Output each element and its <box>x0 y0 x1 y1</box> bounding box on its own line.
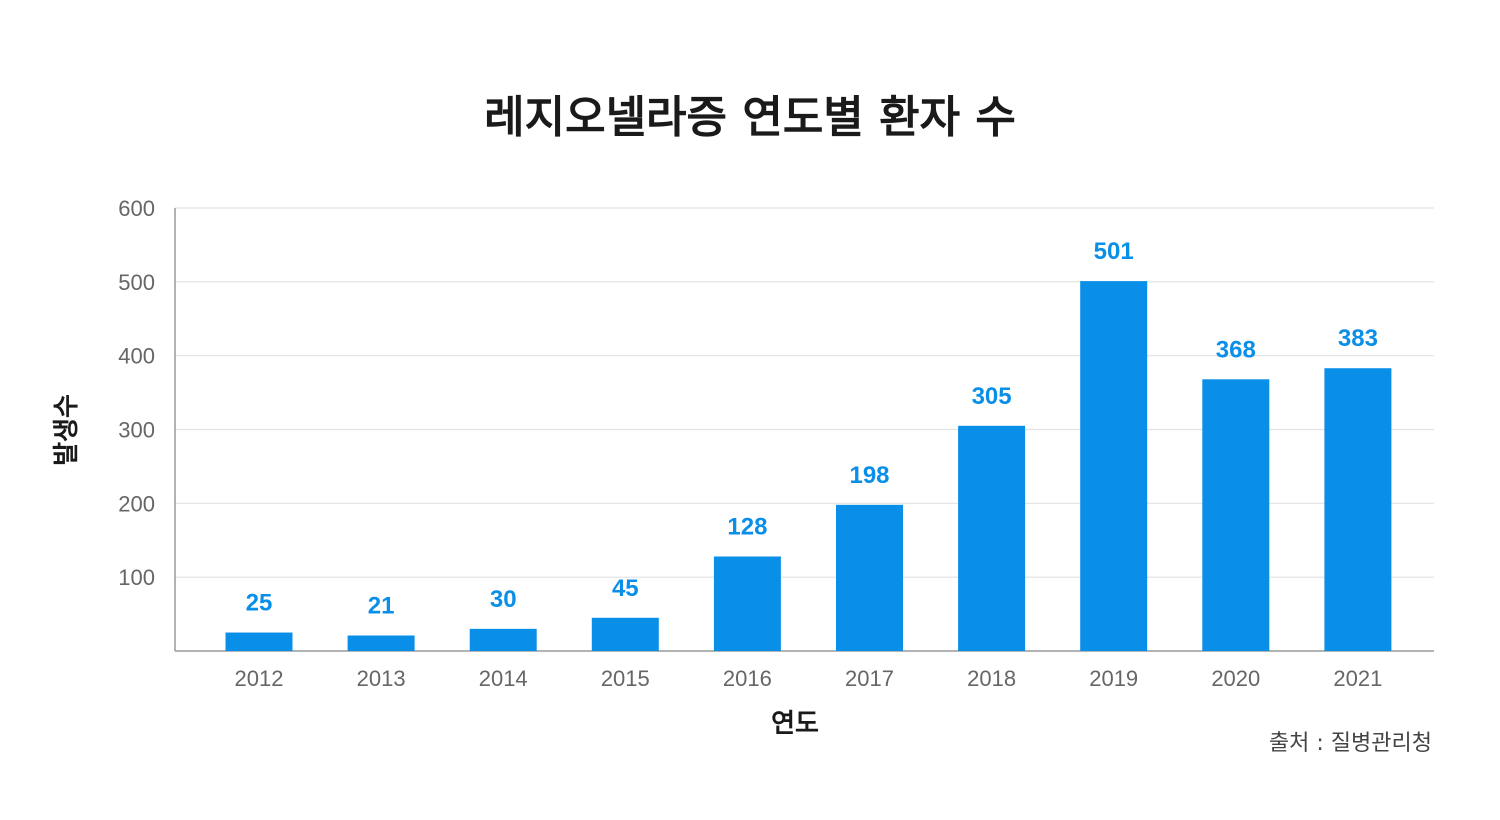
bar-2015 <box>591 617 659 651</box>
data-labels: 25 21 30 45 128 198 305 501 368 383 <box>246 238 1378 619</box>
bar-2016 <box>713 556 781 651</box>
data-label-2017: 198 <box>849 462 889 489</box>
x-tick-label: 2020 <box>1211 666 1260 691</box>
bar-2014 <box>469 628 537 651</box>
data-label-2016: 128 <box>727 513 767 540</box>
data-label-2012: 25 <box>246 590 273 617</box>
data-label-2013: 21 <box>368 592 395 619</box>
data-label-2020: 368 <box>1216 336 1256 363</box>
bar-2019 <box>1080 281 1148 651</box>
x-tick-label: 2021 <box>1333 666 1382 691</box>
bar-2017 <box>836 504 903 651</box>
x-tick-label: 2014 <box>479 666 528 691</box>
bar-2020 <box>1202 379 1270 651</box>
bar-2021 <box>1324 368 1392 651</box>
source-note: 출처 : 질병관리청 <box>1269 731 1432 756</box>
x-axis-ticks: 2012 2013 2014 2015 2016 2017 2018 2019 2020 2021 <box>235 666 1383 691</box>
y-tick-label: 300 <box>118 418 155 443</box>
x-tick-label: 2018 <box>967 666 1016 691</box>
y-tick-label: 500 <box>118 270 155 295</box>
bar-2013 <box>347 635 415 651</box>
y-tick-label: 600 <box>118 196 155 221</box>
data-label-2014: 30 <box>490 586 517 613</box>
x-tick-label: 2013 <box>357 666 406 691</box>
y-tick-label: 400 <box>118 344 155 369</box>
x-tick-label: 2019 <box>1089 666 1138 691</box>
chart-title: 레지오넬라증 연도별 환자 수 <box>484 92 1016 143</box>
y-axis-label: 발생수 <box>52 394 82 466</box>
x-axis-label: 연도 <box>771 709 819 739</box>
x-tick-label: 2012 <box>235 666 284 691</box>
data-label-2015: 45 <box>612 575 639 602</box>
y-tick-label: 200 <box>118 491 155 516</box>
y-tick-label: 100 <box>118 565 155 590</box>
data-label-2021: 383 <box>1338 325 1378 352</box>
x-tick-label: 2015 <box>601 666 650 691</box>
y-axis-ticks: 100 200 300 400 500 600 <box>118 196 155 590</box>
bar-2012 <box>225 632 293 651</box>
bar-2018 <box>958 425 1026 651</box>
data-label-2018: 305 <box>972 383 1012 410</box>
bars <box>225 281 1392 651</box>
data-label-2019: 501 <box>1094 238 1134 265</box>
x-tick-label: 2017 <box>845 666 894 691</box>
x-tick-label: 2016 <box>723 666 772 691</box>
